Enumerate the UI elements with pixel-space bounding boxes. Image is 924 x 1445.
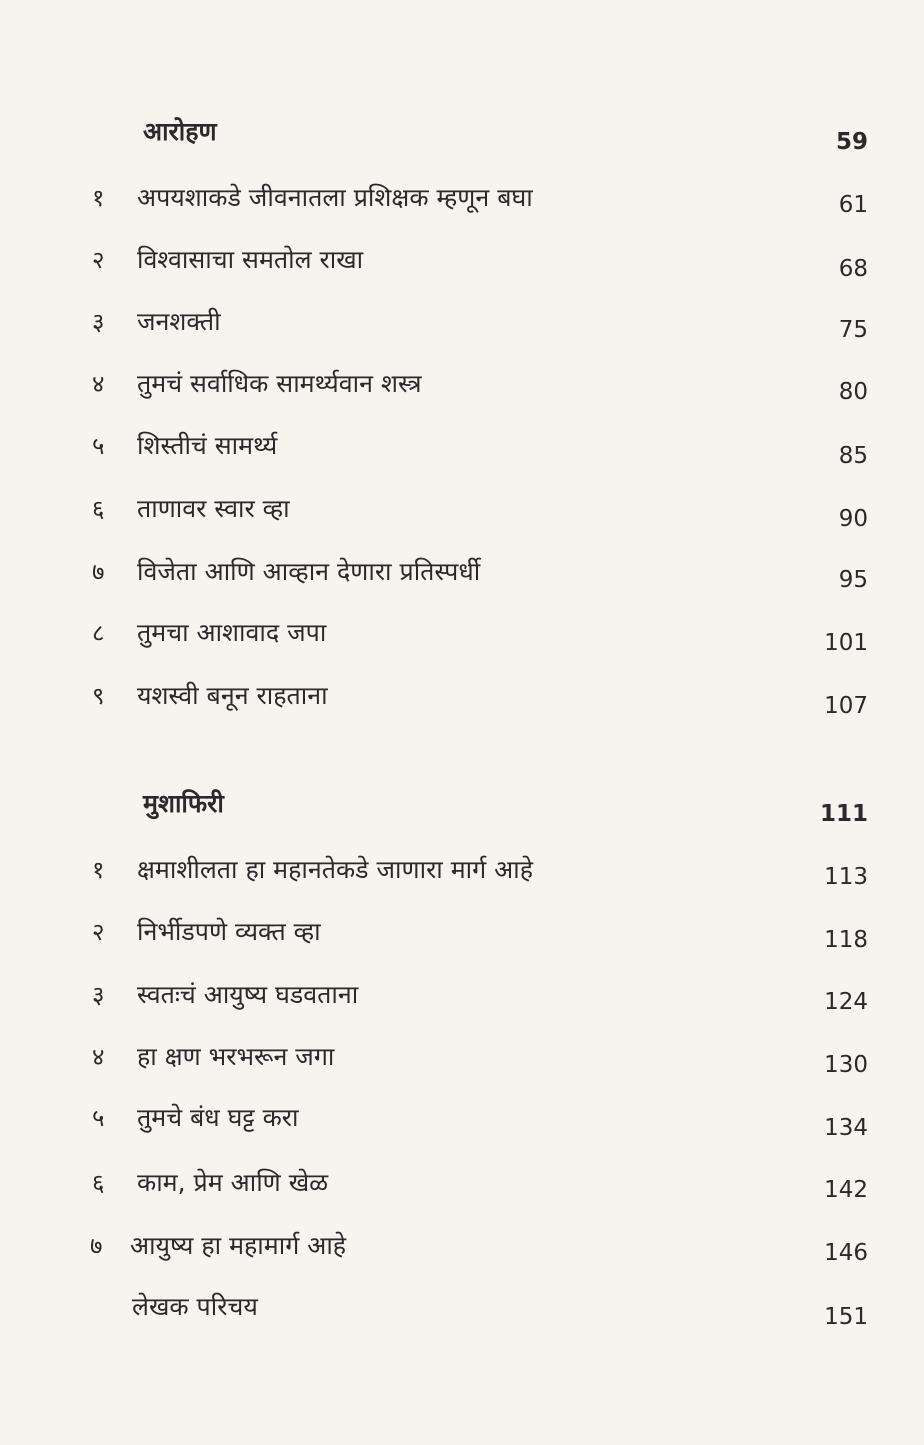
toc-entry-author-intro: लेखक परिचय 151 — [0, 1287, 924, 1330]
toc-entry: ९ यशस्वी बनून राहताना 107 — [0, 676, 924, 719]
page-number: 80 — [838, 379, 868, 405]
page-number: 85 — [838, 443, 868, 469]
toc-entry: ६ ताणावर स्वार व्हा 90 — [0, 489, 924, 532]
toc-entry: ३ जनशक्ती 75 — [0, 302, 924, 343]
chapter-number: ५ — [92, 1104, 105, 1132]
chapter-title: आयुष्य हा महामार्ग आहे — [130, 1231, 347, 1260]
chapter-title: तुमचं सर्वाधिक सामर्थ्यवान शस्त्र — [137, 369, 422, 398]
chapter-number: ३ — [92, 308, 105, 336]
chapter-title: जनशक्ती — [137, 307, 221, 336]
section-title: मुशाफिरी — [143, 789, 224, 818]
chapter-title: विजेता आणि आव्हान देणारा प्रतिस्पर्धी — [137, 557, 481, 586]
chapter-title: लेखक परिचय — [132, 1292, 258, 1321]
section-title: आरोहण — [143, 117, 217, 146]
chapter-number: ६ — [92, 495, 105, 523]
toc-entry: ५ तुमचे बंध घट्ट करा 134 — [0, 1098, 924, 1141]
page-number: 124 — [824, 989, 868, 1015]
page-number: 146 — [824, 1240, 868, 1266]
page-number: 142 — [824, 1177, 868, 1203]
section-heading: आरोहण 59 — [0, 112, 924, 155]
page-number: 95 — [838, 567, 868, 593]
chapter-title: यशस्वी बनून राहताना — [137, 681, 328, 710]
page-number: 151 — [824, 1304, 868, 1330]
toc-entry: ७ विजेता आणि आव्हान देणारा प्रतिस्पर्धी 95 — [0, 552, 924, 593]
page-number: 90 — [838, 506, 868, 532]
page-number: 61 — [838, 192, 868, 218]
toc-entry: २ विश्वासाचा समतोल राखा 68 — [0, 240, 924, 282]
chapter-number: ४ — [92, 1043, 105, 1071]
chapter-number: ५ — [92, 432, 105, 460]
toc-entry: ५ शिस्तीचं सामर्थ्य 85 — [0, 426, 924, 469]
chapter-number: ७ — [90, 1232, 103, 1260]
page-number: 68 — [838, 256, 868, 282]
chapter-title: अपयशाकडे जीवनातला प्रशिक्षक म्हणून बघा — [137, 183, 533, 212]
chapter-number: ७ — [92, 558, 105, 586]
chapter-title: विश्वासाचा समतोल राखा — [137, 245, 364, 274]
chapter-number: १ — [92, 184, 105, 212]
chapter-title: हा क्षण भरभरून जगा — [137, 1042, 335, 1071]
chapter-title: काम, प्रेम आणि खेळ — [137, 1168, 329, 1197]
toc-entry: १ अपयशाकडे जीवनातला प्रशिक्षक म्हणून बघा 6… — [0, 178, 924, 218]
page-number: 101 — [824, 630, 868, 656]
page-number: 113 — [824, 864, 868, 890]
toc-entry: ६ काम, प्रेम आणि खेळ 142 — [0, 1163, 924, 1203]
chapter-number: २ — [92, 918, 105, 946]
toc-entry: १ क्षमाशीलता हा महानतेकडे जाणारा मार्ग आह… — [0, 850, 924, 890]
page-number: 107 — [824, 693, 868, 719]
chapter-title: क्षमाशीलता हा महानतेकडे जाणारा मार्ग आहे — [137, 855, 533, 884]
toc-entry: ४ हा क्षण भरभरून जगा 130 — [0, 1037, 924, 1078]
chapter-title: निर्भीडपणे व्यक्त व्हा — [137, 917, 321, 946]
page-number: 59 — [835, 129, 868, 155]
toc-entry: ४ तुमचं सर्वाधिक सामर्थ्यवान शस्त्र 80 — [0, 364, 924, 405]
page-number: 134 — [824, 1115, 868, 1141]
section-heading: मुशाफिरी 111 — [0, 784, 924, 827]
chapter-number: ८ — [92, 619, 105, 647]
chapter-number: ४ — [92, 370, 105, 398]
toc-entry: ३ स्वतःचं आयुष्य घडवताना 124 — [0, 975, 924, 1015]
page-number: 118 — [824, 927, 868, 953]
page-number: 75 — [838, 317, 868, 343]
toc-entry: २ निर्भीडपणे व्यक्त व्हा 118 — [0, 912, 924, 953]
chapter-title: तुमचा आशावाद जपा — [137, 618, 327, 647]
chapter-title: ताणावर स्वार व्हा — [137, 494, 290, 523]
toc-entry: ७ आयुष्य हा महामार्ग आहे 146 — [0, 1226, 924, 1266]
chapter-number: २ — [92, 246, 105, 274]
chapter-number: ६ — [92, 1169, 105, 1197]
chapter-number: ९ — [92, 682, 105, 710]
page-number: 130 — [824, 1052, 868, 1078]
page-number: 111 — [819, 801, 868, 827]
chapter-number: ३ — [92, 981, 105, 1009]
chapter-number: १ — [92, 856, 105, 884]
chapter-title: शिस्तीचं सामर्थ्य — [137, 431, 278, 460]
chapter-title: तुमचे बंध घट्ट करा — [137, 1103, 299, 1132]
chapter-title: स्वतःचं आयुष्य घडवताना — [137, 980, 359, 1009]
toc-entry: ८ तुमचा आशावाद जपा 101 — [0, 613, 924, 656]
